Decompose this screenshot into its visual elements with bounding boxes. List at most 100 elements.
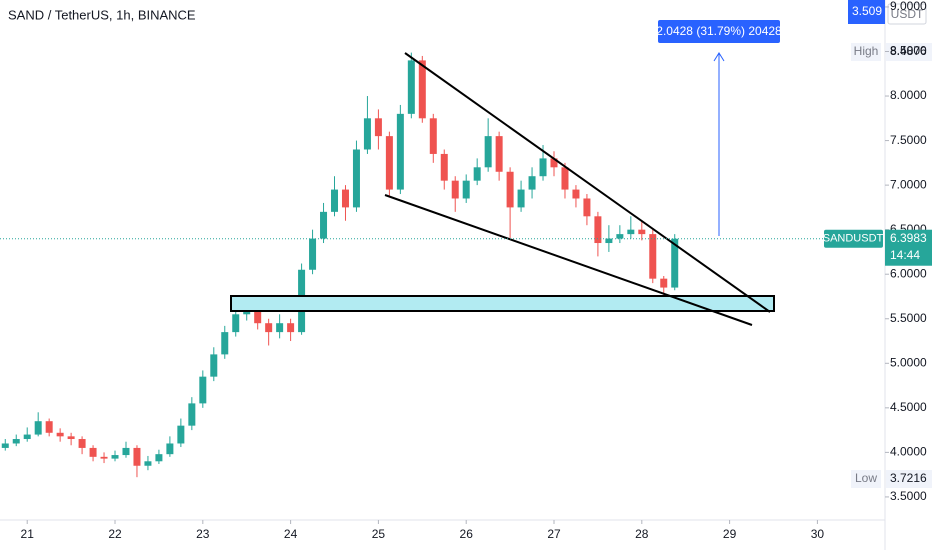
candle-body (23, 434, 31, 440)
candle-body (506, 171, 514, 208)
candle-body (594, 216, 602, 244)
lower-trendline (384, 194, 753, 326)
candle-body (440, 153, 448, 181)
x-tick-label: 25 (372, 527, 386, 541)
candle-body (495, 136, 503, 172)
candle-body (12, 439, 20, 444)
candle-body (56, 432, 64, 437)
candle-body (528, 176, 536, 190)
last-price: 6.3983 (890, 231, 927, 245)
candle-body (671, 238, 679, 288)
x-tick-label: 28 (635, 527, 649, 541)
x-tick-label: 26 (460, 527, 474, 541)
candle-body (133, 447, 141, 466)
candle-body (616, 234, 624, 239)
candle-body (539, 158, 547, 177)
high-label: High (854, 44, 879, 58)
x-tick-label: 21 (21, 527, 35, 541)
candle-body (1, 443, 9, 448)
candle-body (341, 189, 349, 208)
y-tick-label: 4.0000 (890, 445, 927, 459)
y-tick-label: 5.5000 (890, 311, 927, 325)
candle-body (232, 314, 240, 333)
scale-badge-bg (848, 0, 885, 24)
y-tick-label: 4.5000 (890, 400, 927, 414)
y-tick-label: 7.5000 (890, 133, 927, 147)
candle-body (583, 198, 591, 217)
measure-arrowhead (713, 52, 725, 62)
candle-body (78, 439, 86, 448)
candle-body (188, 403, 196, 426)
candle-body (418, 60, 426, 119)
candle-body (67, 436, 75, 440)
candle-body (320, 211, 328, 239)
candle-body (155, 454, 163, 462)
candle-body (254, 309, 262, 324)
candle-body (331, 189, 339, 212)
candle-body (385, 136, 393, 190)
candle-body (34, 421, 42, 435)
candle-body (660, 278, 668, 288)
measure-box (658, 20, 780, 43)
measure-label: 2.0428 (31.79%) 20428 (656, 24, 782, 38)
candle-body (265, 323, 273, 333)
candle-body (89, 447, 97, 457)
currency[interactable]: USDT (891, 7, 924, 21)
candle-body (221, 332, 229, 355)
candle-body (429, 118, 437, 154)
symbol-label-bg (824, 229, 883, 248)
candle-body (561, 167, 569, 190)
candle-body (100, 456, 108, 459)
x-tick-label: 22 (108, 527, 122, 541)
high-value: 8.4876 (890, 44, 927, 58)
y-tick-label: 8.0000 (890, 88, 927, 102)
candle-body (111, 455, 119, 459)
candle-body (605, 238, 613, 244)
candle-body (199, 376, 207, 404)
candle-body (45, 421, 53, 433)
x-tick-label: 30 (811, 527, 825, 541)
candle-body (210, 354, 218, 377)
y-tick-label: 6.0000 (890, 266, 927, 280)
candle-body (451, 180, 459, 199)
candle-body (287, 323, 295, 333)
candle-body (517, 189, 525, 208)
y-tick-label: 8.5000 (890, 44, 927, 58)
low-value: 3.7216 (890, 471, 927, 485)
candle-body (166, 443, 174, 455)
candle-body (144, 461, 152, 466)
support-zone (230, 295, 775, 312)
chart-title: SAND / TetherUS, 1h, BINANCE (8, 7, 196, 22)
candle-body (396, 113, 404, 190)
candle-body (550, 158, 558, 168)
last-price-bg (885, 229, 932, 266)
high-value-bg (886, 43, 932, 61)
candle-body (462, 180, 470, 199)
x-tick-label: 24 (284, 527, 298, 541)
y-tick-label: 5.0000 (890, 355, 927, 369)
candle-body (352, 149, 360, 208)
low-value-bg (886, 470, 932, 488)
high-label-bg (851, 43, 881, 61)
candle-body (177, 425, 185, 444)
candle-body (638, 229, 646, 235)
upper-trendline (404, 52, 771, 313)
candle-body (484, 136, 492, 168)
currency-box[interactable] (887, 3, 927, 25)
x-tick-label: 23 (196, 527, 210, 541)
scale-badge: 3.509 (852, 4, 882, 18)
candle-body (627, 229, 635, 235)
candle-body (649, 234, 657, 279)
x-tick-label: 29 (723, 527, 737, 541)
y-tick-label: 3.5000 (890, 489, 927, 503)
y-tick-label: 7.0000 (890, 177, 927, 191)
low-label-bg (851, 470, 881, 488)
candle-body (276, 323, 284, 333)
low-label: Low (855, 471, 877, 485)
symbol-label: SANDUSDT (823, 233, 884, 245)
candle-body (309, 238, 317, 270)
candle-body (122, 447, 130, 456)
candle-body (374, 118, 382, 137)
